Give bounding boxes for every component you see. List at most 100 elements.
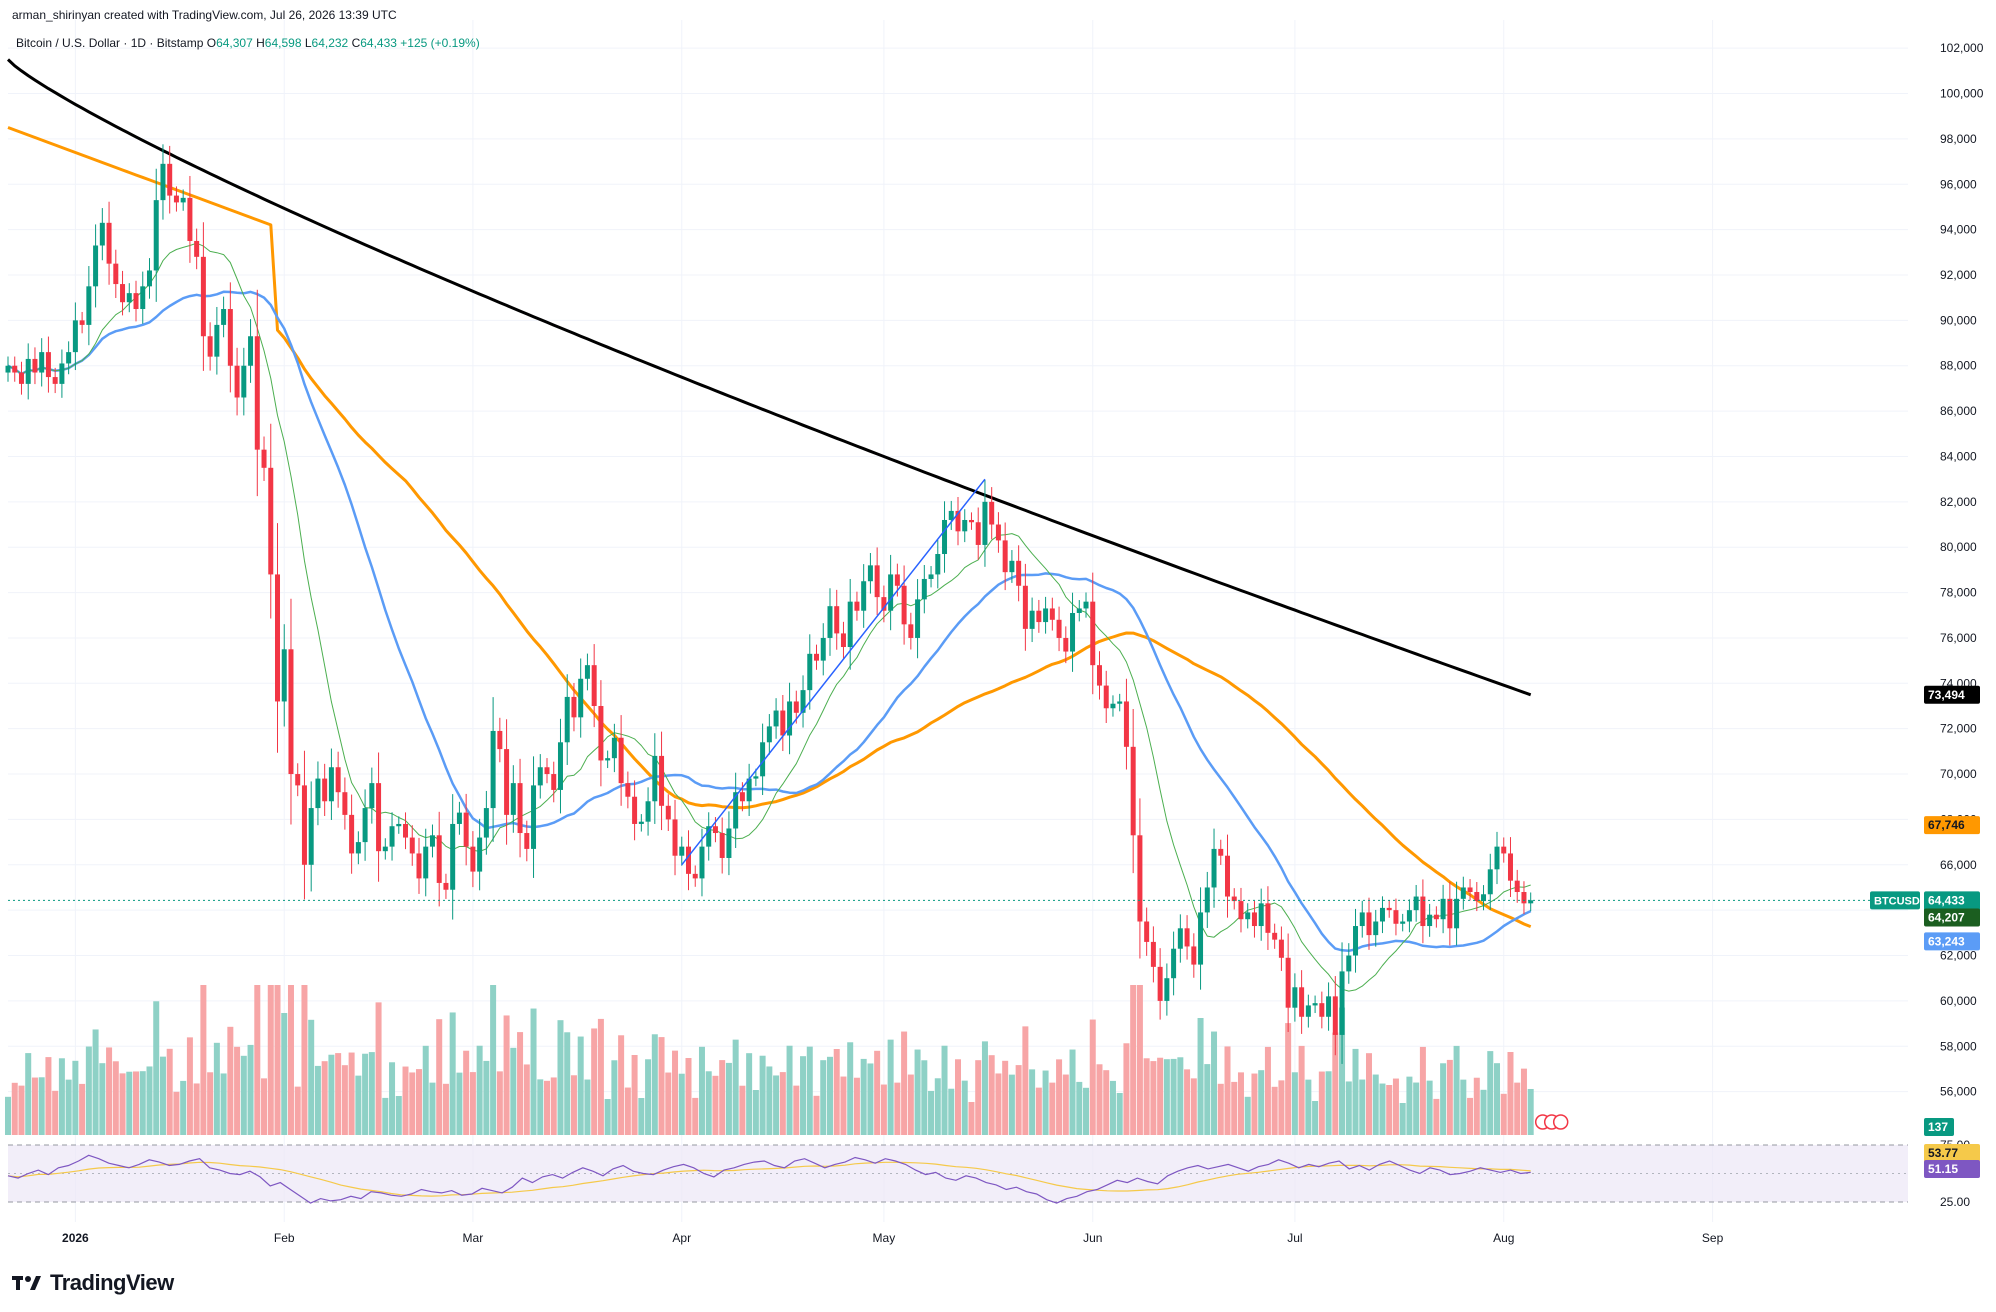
candle-body bbox=[5, 365, 11, 373]
volume-bar bbox=[1264, 1046, 1271, 1135]
volume-bar bbox=[1365, 1053, 1372, 1135]
candle-body bbox=[1164, 978, 1170, 1001]
volume-bar bbox=[752, 1090, 759, 1135]
volume-bar bbox=[1083, 1087, 1090, 1135]
volume-bar bbox=[914, 1049, 921, 1135]
volume-bar bbox=[429, 1082, 436, 1135]
price-tick-label: 88,000 bbox=[1940, 359, 1977, 373]
candle-body bbox=[739, 792, 745, 802]
volume-bar bbox=[1035, 1087, 1042, 1135]
candle-body bbox=[524, 833, 530, 849]
price-tick-label: 58,000 bbox=[1940, 1039, 1977, 1053]
volume-bar bbox=[422, 1045, 429, 1135]
high-value: 64,598 bbox=[264, 36, 302, 50]
volume-bar bbox=[1359, 1079, 1366, 1135]
volume-bar bbox=[1123, 1043, 1130, 1135]
close-value: 64,433 bbox=[360, 36, 397, 50]
volume-bar bbox=[577, 1036, 584, 1135]
volume-bar bbox=[1103, 1070, 1110, 1135]
tradingview-brand[interactable]: TradingView bbox=[12, 1268, 174, 1298]
candle-body bbox=[281, 649, 287, 702]
candle-body bbox=[847, 601, 853, 648]
volume-bar bbox=[476, 1045, 483, 1135]
volume-bar bbox=[1056, 1059, 1063, 1135]
volume-bar bbox=[604, 1099, 611, 1135]
volume-bar bbox=[1116, 1093, 1123, 1135]
volume-bar bbox=[1170, 1058, 1177, 1135]
volume-bar bbox=[517, 1032, 524, 1135]
volume-bar bbox=[1251, 1073, 1258, 1135]
candle-body bbox=[1009, 560, 1015, 573]
candle-body bbox=[746, 778, 752, 802]
volume-bar bbox=[348, 1052, 355, 1135]
candle-body bbox=[369, 783, 375, 809]
volume-bar bbox=[725, 1062, 732, 1135]
candle-body bbox=[301, 785, 307, 865]
volume-bar bbox=[442, 1083, 449, 1135]
candle-body bbox=[1400, 921, 1406, 924]
candle-body bbox=[355, 842, 361, 854]
volume-bar bbox=[1386, 1085, 1393, 1135]
candle-body bbox=[1305, 1005, 1311, 1017]
candle-body bbox=[544, 767, 550, 775]
volume-bar bbox=[99, 1063, 106, 1135]
volume-bar bbox=[449, 1012, 456, 1135]
volume-bar bbox=[692, 1097, 699, 1135]
candle-body bbox=[463, 812, 469, 847]
volume-bar bbox=[820, 1060, 827, 1135]
volume-bar bbox=[611, 1060, 618, 1135]
tradingview-logo-icon bbox=[12, 1276, 41, 1290]
candle-body bbox=[834, 606, 840, 634]
candle-body bbox=[490, 730, 496, 809]
candle-body bbox=[207, 336, 213, 357]
volume-bar bbox=[1372, 1074, 1379, 1135]
candle-body bbox=[995, 524, 1001, 541]
candle-body bbox=[1285, 957, 1291, 1008]
volume-bar bbox=[1312, 1101, 1319, 1135]
symbol-legend[interactable]: Bitcoin / U.S. Dollar · 1D · Bitstamp O6… bbox=[16, 36, 480, 50]
volume-bar bbox=[180, 1080, 187, 1135]
candle-body bbox=[962, 519, 968, 532]
candle-body bbox=[557, 742, 563, 790]
change-value: +125 (+0.19%) bbox=[400, 36, 480, 50]
volume-bar bbox=[658, 1037, 665, 1135]
candle-body bbox=[867, 565, 873, 582]
volume-bar bbox=[1015, 1065, 1022, 1135]
candle-body bbox=[160, 163, 166, 201]
rsi-value-tag-bg bbox=[1924, 1160, 1980, 1178]
chart-attribution: arman_shirinyan created with TradingView… bbox=[12, 8, 397, 22]
volume-bar bbox=[52, 1090, 59, 1135]
volume-bar bbox=[840, 1076, 847, 1135]
price-tick-label: 94,000 bbox=[1940, 223, 1977, 237]
volume-bar bbox=[1413, 1082, 1420, 1135]
candle-body bbox=[531, 785, 537, 849]
candle-body bbox=[140, 286, 146, 310]
volume-bar bbox=[261, 1078, 268, 1135]
price-tick-label: 80,000 bbox=[1940, 540, 1977, 554]
candle-body bbox=[1137, 835, 1143, 922]
candle-body bbox=[423, 846, 429, 879]
candle-body bbox=[1258, 903, 1264, 927]
candle-body bbox=[1130, 746, 1136, 836]
candle-body bbox=[901, 585, 907, 625]
candle-body bbox=[1184, 928, 1190, 947]
volume-bar bbox=[254, 985, 261, 1135]
volume-bar bbox=[1237, 1072, 1244, 1135]
candle-body bbox=[1063, 637, 1069, 652]
volume-bars bbox=[5, 985, 1534, 1135]
candle-body bbox=[227, 309, 233, 366]
candle-body bbox=[187, 197, 193, 241]
trendline bbox=[681, 478, 986, 866]
candle-body bbox=[564, 696, 570, 743]
volume-bar bbox=[550, 1077, 557, 1135]
volume-bar bbox=[5, 1096, 11, 1135]
volume-bar bbox=[557, 1020, 564, 1135]
volume-bar bbox=[503, 1015, 510, 1135]
volume-bar bbox=[1130, 985, 1137, 1135]
volume-bar bbox=[328, 1054, 335, 1135]
volume-bar bbox=[11, 1082, 18, 1135]
ma20-line bbox=[7, 242, 1531, 992]
candle-body bbox=[1346, 955, 1352, 972]
candle-body bbox=[1117, 701, 1123, 704]
